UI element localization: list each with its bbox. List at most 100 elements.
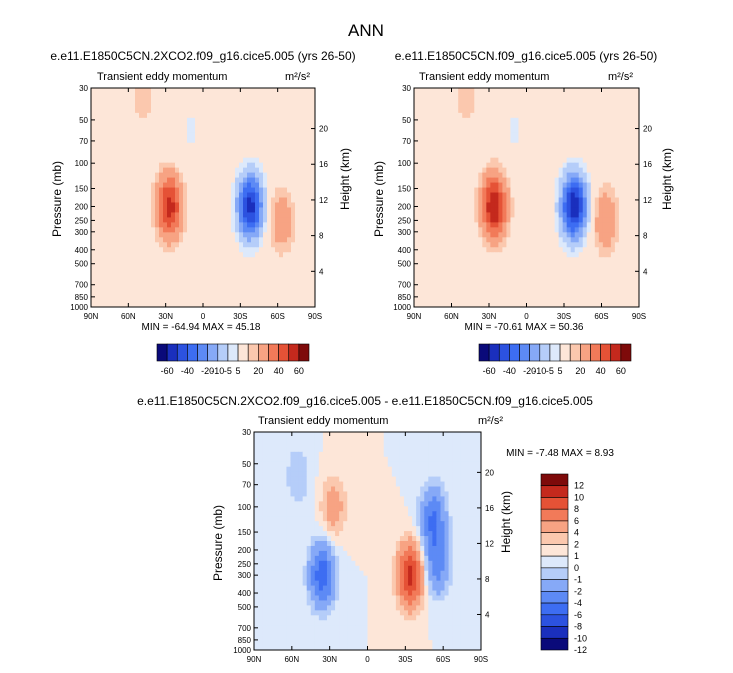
heatmap-cell (470, 207, 475, 213)
heatmap-cell (438, 282, 443, 288)
heatmap-cell (574, 212, 580, 218)
heatmap-cell (255, 92, 260, 99)
heatmap-cell (235, 252, 240, 258)
heatmap-cell (227, 247, 232, 253)
heatmap-cell (550, 182, 556, 188)
heatmap-cell (550, 277, 556, 283)
heatmap-cell (167, 252, 172, 258)
heatmap-cell (482, 282, 487, 288)
heatmap-cell (606, 277, 612, 283)
heatmap-cell (211, 272, 216, 278)
heatmap-cell (95, 117, 100, 124)
heatmap-cell (606, 257, 612, 263)
heatmap-cell (239, 132, 244, 139)
heatmap-cell (115, 237, 120, 243)
heatmap-cell (546, 267, 552, 273)
heatmap-cell (450, 287, 455, 293)
heatmap-cell (458, 202, 463, 208)
heatmap-cell (558, 257, 564, 263)
heatmap-cell (462, 247, 467, 253)
heatmap-cell (139, 237, 144, 243)
heatmap-cell (135, 257, 140, 263)
heatmap-cell (207, 177, 212, 183)
heatmap-cell (454, 137, 459, 144)
heatmap-cell (235, 267, 240, 273)
heatmap-cell (558, 282, 564, 288)
heatmap-cell (143, 147, 148, 154)
heatmap-cell (227, 222, 232, 228)
heatmap-cell (127, 297, 132, 303)
heatmap-cell (127, 142, 132, 149)
heatmap-cell (502, 102, 507, 109)
heatmap-cell (558, 137, 564, 144)
heatmap-cell (438, 202, 443, 208)
heatmap-cell (299, 222, 304, 228)
heatmap-cell (171, 297, 176, 303)
heatmap-cell (119, 127, 124, 134)
heatmap-cell (570, 272, 576, 278)
heatmap-cell (231, 137, 236, 144)
heatmap-cell (614, 267, 620, 273)
heatmap-cell (227, 137, 232, 144)
heatmap-cell (275, 142, 280, 149)
heatmap-cell (482, 187, 487, 193)
heatmap-cell (223, 222, 228, 228)
heatmap-cell (111, 207, 116, 213)
heatmap-cell (438, 257, 443, 263)
heatmap-cell (490, 267, 495, 273)
heatmap-cell (426, 252, 431, 258)
heatmap-cell (123, 287, 128, 293)
heatmap-cell (91, 227, 96, 233)
heatmap-cell (143, 227, 148, 233)
heatmap-cell (107, 97, 112, 104)
heatmap-cell (634, 202, 640, 208)
heatmap-cell (179, 88, 184, 94)
heatmap-cell (518, 252, 523, 258)
heatmap-cell (207, 172, 212, 178)
heatmap-cell (143, 132, 148, 139)
heatmap-cell (530, 107, 535, 114)
heatmap-cell (462, 242, 467, 248)
x-tick-label: 30S (557, 312, 571, 321)
heatmap-cell (187, 142, 192, 149)
heatmap-cell (478, 207, 483, 213)
heatmap-cell (470, 197, 475, 203)
heatmap-cell (574, 142, 580, 149)
heatmap-cell (219, 252, 224, 258)
heatmap-cell (526, 122, 531, 129)
heatmap-cell (299, 282, 304, 288)
heatmap-cell (538, 92, 543, 99)
heatmap-cell (263, 232, 268, 238)
heatmap-cell (259, 257, 264, 263)
heatmap-cell (223, 212, 228, 218)
heatmap-cell (494, 212, 499, 218)
heatmap-cell (418, 162, 423, 169)
heatmap-cell (251, 287, 256, 293)
heatmap-cell (614, 262, 620, 268)
heatmap-cell (167, 157, 172, 164)
heatmap-cell (570, 137, 576, 144)
heatmap-cell (450, 217, 455, 223)
heatmap-cell (179, 147, 184, 154)
heatmap-cell (211, 222, 216, 228)
heatmap-cell (590, 207, 596, 213)
heatmap-cell (442, 132, 447, 139)
heatmap-cell (215, 167, 220, 174)
heatmap-cell (614, 227, 620, 233)
heatmap-cell (422, 262, 427, 268)
heatmap-cell (594, 132, 600, 139)
heatmap-cell (275, 177, 280, 183)
heatmap-cell (422, 92, 427, 99)
heatmap-cell (486, 142, 491, 149)
heatmap-cell (111, 262, 116, 268)
heatmap-cell (135, 292, 140, 298)
heatmap-cell (187, 277, 192, 283)
heatmap-cell (163, 297, 168, 303)
heatmap-cell (151, 282, 156, 288)
heatmap-cell (243, 177, 248, 183)
heatmap-cell (634, 127, 640, 134)
heatmap-cell (183, 297, 188, 303)
heatmap-cell (271, 102, 276, 109)
heatmap-cell (247, 212, 252, 218)
heatmap-cell (263, 302, 268, 308)
